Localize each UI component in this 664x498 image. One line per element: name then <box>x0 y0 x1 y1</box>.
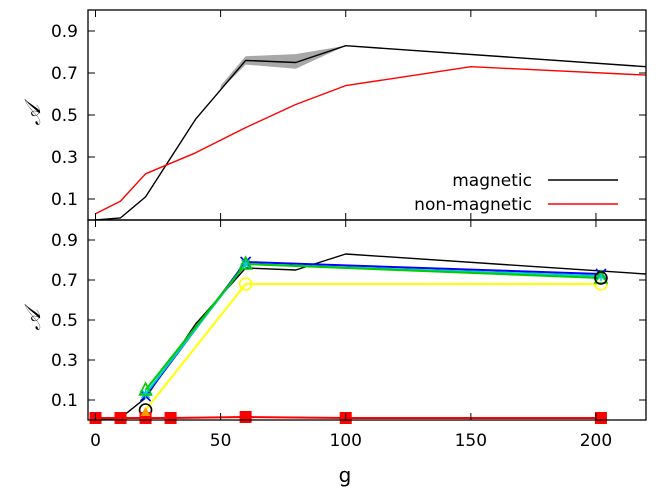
legend-label: non-magnetic <box>414 195 532 215</box>
plot-frame <box>87 9 647 221</box>
y-tick-label: 0.7 <box>51 271 78 291</box>
marker-red-squares <box>594 412 607 424</box>
x-tick-label: 50 <box>210 431 232 451</box>
marker-green-triangles <box>138 381 153 396</box>
x-tick-label: 100 <box>330 431 362 451</box>
plot-area <box>95 253 646 420</box>
series-line-magnetic <box>95 45 646 220</box>
x-tick-label: 150 <box>455 431 487 451</box>
legend-label: magnetic <box>452 171 532 191</box>
y-tick-label: 0.5 <box>51 106 78 126</box>
y-tick-label: 0.9 <box>51 22 78 42</box>
legend: magnetic non-magnetic <box>414 171 618 215</box>
marker-red-squares <box>239 411 252 423</box>
y-tick-label: 0.9 <box>51 231 78 251</box>
plot-area <box>95 45 646 220</box>
marker-cyan-stars <box>140 389 151 399</box>
series-line-magnetic-reference <box>95 253 646 420</box>
marker-yellow-circles <box>238 277 253 291</box>
y-tick-label: 0.1 <box>51 391 78 411</box>
x-axis-label: g <box>339 463 352 487</box>
series-line-non-magnetic <box>95 65 646 215</box>
marker-green-triangles <box>238 255 253 270</box>
marker-cyan-stars <box>595 271 606 281</box>
y-axis-label: 𝒜 <box>21 303 46 330</box>
y-tick-label: 0.1 <box>51 190 78 210</box>
y-tick-label: 0.5 <box>51 311 78 331</box>
y-tick-label: 0.3 <box>51 148 78 168</box>
marker-orange-triangles <box>140 407 151 416</box>
marker-black-circles <box>594 271 608 285</box>
series-line-yellow-circles <box>144 283 601 411</box>
marker-red-squares <box>114 412 127 424</box>
series-line-blue-crosses <box>144 261 601 397</box>
x-tick-label: 200 <box>580 431 612 451</box>
series-line-green-triangles <box>144 263 601 391</box>
marker-green-triangles <box>593 269 609 284</box>
x-tick-label: 0 <box>90 431 101 451</box>
marker-cyan-stars <box>240 259 251 269</box>
plot-frame <box>87 219 647 421</box>
y-tick-label: 0.7 <box>51 64 78 84</box>
y-axis-label: 𝒜 <box>21 98 46 125</box>
bottom-panel: 0.1 0.3 0.5 0.7 0.9 0 50 100 150 200 𝒜g <box>21 219 647 487</box>
marker-red-squares <box>164 412 177 424</box>
y-tick-label: 0.3 <box>51 351 78 371</box>
